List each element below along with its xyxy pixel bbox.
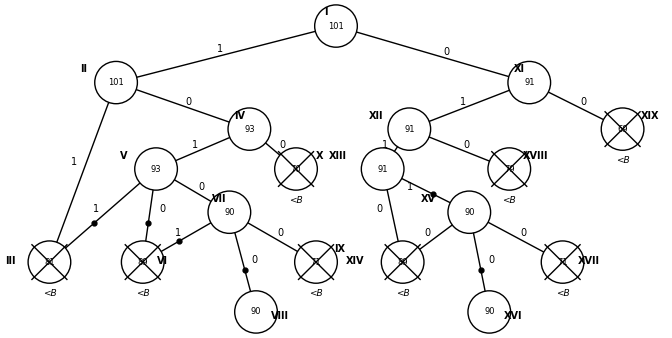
Ellipse shape (275, 148, 317, 190)
Text: 71: 71 (557, 258, 568, 267)
Text: 91: 91 (378, 165, 388, 173)
Text: 69: 69 (618, 125, 628, 134)
Text: <B: <B (309, 289, 323, 298)
Text: 0: 0 (580, 97, 586, 107)
Text: 91: 91 (524, 78, 534, 87)
Text: 91: 91 (404, 125, 415, 134)
Text: 1: 1 (382, 140, 388, 150)
Text: XIX: XIX (641, 111, 660, 121)
Text: 79: 79 (504, 165, 515, 173)
Ellipse shape (388, 108, 431, 150)
Text: 0: 0 (185, 97, 191, 107)
Text: XVIII: XVIII (523, 151, 548, 161)
Text: XVII: XVII (578, 257, 600, 266)
Text: XV: XV (421, 194, 435, 204)
Ellipse shape (488, 148, 531, 190)
Text: <B: <B (289, 196, 303, 205)
Text: 1: 1 (175, 228, 181, 238)
Text: 0: 0 (251, 256, 258, 265)
Text: XVI: XVI (504, 311, 523, 321)
Text: IV: IV (234, 111, 245, 121)
Text: 89: 89 (397, 258, 408, 267)
Text: 93: 93 (151, 165, 161, 173)
Text: 90: 90 (224, 208, 235, 217)
Ellipse shape (134, 148, 177, 190)
Text: 0: 0 (489, 256, 495, 265)
Ellipse shape (314, 5, 358, 47)
Text: 0: 0 (159, 204, 165, 214)
Ellipse shape (468, 291, 511, 333)
Text: 0: 0 (520, 228, 526, 238)
Text: VI: VI (157, 257, 168, 266)
Ellipse shape (228, 108, 271, 150)
Text: 90: 90 (484, 308, 495, 316)
Ellipse shape (295, 241, 337, 283)
Text: 0: 0 (424, 228, 430, 238)
Text: II: II (81, 64, 87, 74)
Text: <B: <B (396, 289, 409, 298)
Ellipse shape (381, 241, 424, 283)
Text: III: III (5, 257, 16, 266)
Text: 0: 0 (198, 182, 204, 192)
Text: 90: 90 (251, 308, 261, 316)
Text: <B: <B (616, 156, 630, 165)
Text: 0: 0 (376, 204, 383, 214)
Text: VII: VII (212, 194, 226, 204)
Text: XIV: XIV (345, 257, 364, 266)
Text: XI: XI (514, 64, 525, 74)
Ellipse shape (601, 108, 644, 150)
Text: 0: 0 (280, 140, 286, 150)
Ellipse shape (122, 241, 164, 283)
Text: XII: XII (369, 111, 383, 121)
Text: 101: 101 (108, 78, 124, 87)
Text: VIII: VIII (271, 311, 289, 321)
Text: 1: 1 (407, 182, 413, 192)
Ellipse shape (235, 291, 278, 333)
Text: <B: <B (503, 196, 516, 205)
Text: 1: 1 (192, 140, 198, 150)
Text: <B: <B (42, 289, 56, 298)
Text: X: X (317, 151, 324, 161)
Text: 1: 1 (460, 97, 466, 107)
Ellipse shape (95, 62, 137, 104)
Ellipse shape (508, 62, 550, 104)
Text: 89: 89 (137, 258, 148, 267)
Ellipse shape (448, 191, 491, 233)
Text: 90: 90 (464, 208, 474, 217)
Text: 71: 71 (310, 258, 321, 267)
Ellipse shape (362, 148, 404, 190)
Text: 1: 1 (93, 204, 99, 214)
Ellipse shape (208, 191, 251, 233)
Text: XIII: XIII (329, 151, 346, 161)
Text: V: V (120, 151, 128, 161)
Text: 101: 101 (328, 22, 344, 30)
Text: 1: 1 (71, 157, 77, 167)
Text: I: I (325, 7, 328, 17)
Text: 70: 70 (291, 165, 301, 173)
Text: 1: 1 (217, 44, 223, 54)
Text: <B: <B (556, 289, 569, 298)
Text: IX: IX (335, 244, 345, 254)
Text: 93: 93 (244, 125, 255, 134)
Text: 0: 0 (278, 228, 284, 238)
Text: 81: 81 (44, 258, 54, 267)
Ellipse shape (541, 241, 584, 283)
Text: 0: 0 (443, 47, 449, 57)
Ellipse shape (28, 241, 71, 283)
Text: <B: <B (136, 289, 150, 298)
Text: 0: 0 (463, 140, 469, 150)
